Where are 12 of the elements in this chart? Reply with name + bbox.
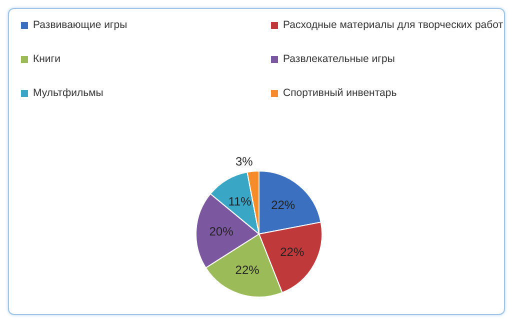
legend-label: Мультфильмы — [33, 87, 104, 99]
legend-label: Развлекательные игры — [283, 53, 395, 65]
legend-label: Развивающие игры — [33, 19, 128, 31]
data-label: 20% — [209, 224, 234, 239]
legend-label: Книги — [33, 53, 60, 65]
data-label: 3% — [235, 154, 254, 168]
legend-label: Спортивный инвентарь — [283, 87, 397, 99]
data-label: 11% — [228, 194, 252, 208]
data-label: 22% — [235, 262, 260, 277]
legend-label: Расходные материалы для творческих работ — [283, 19, 504, 31]
data-label: 22% — [280, 245, 304, 260]
data-label: 22% — [271, 198, 296, 212]
